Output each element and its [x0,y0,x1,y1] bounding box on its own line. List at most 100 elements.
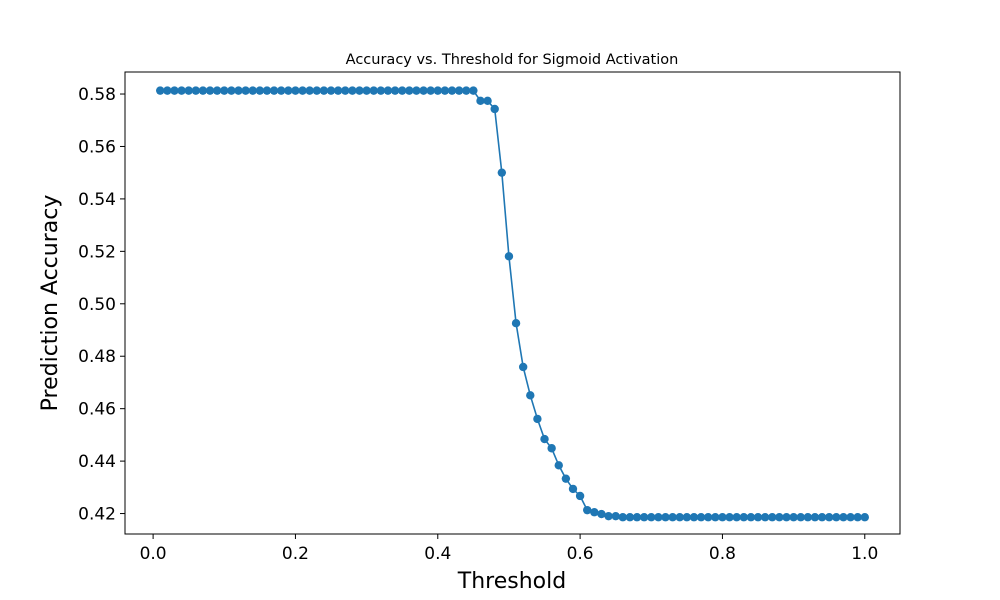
data-point [796,513,805,522]
data-point [163,86,172,95]
data-point [419,86,428,95]
y-tick-label: 0.56 [78,137,116,157]
data-point [170,86,179,95]
data-point [682,513,692,522]
x-tick-label: 0.8 [709,544,736,564]
y-tick-label: 0.48 [78,347,116,367]
y-axis-label: Prediction Accuracy [38,195,63,412]
data-point [156,86,165,95]
data-point [277,86,286,95]
plot-area [124,71,901,535]
x-tick-label: 0.0 [140,544,167,564]
data-point [675,513,684,522]
data-point [597,509,606,519]
data-point [405,86,414,95]
y-tick-label: 0.42 [78,505,116,525]
data-point [760,513,770,522]
data-point [604,511,613,521]
data-point [390,86,400,95]
data-point [469,86,478,95]
data-point [504,252,514,261]
data-point [440,86,450,95]
x-tick-label: 0.2 [282,544,309,564]
data-point [284,86,293,95]
data-point [376,86,386,95]
data-point [718,513,727,522]
data-point [341,86,350,95]
data-point [312,86,321,95]
y-tick-label: 0.58 [78,85,116,105]
data-point [483,96,492,106]
data-point [725,513,734,522]
data-point [490,104,499,114]
data-point [547,444,556,453]
x-tick-label: 0.4 [424,544,451,564]
data-point [248,86,257,95]
data-point [739,513,748,522]
data-point [768,513,777,522]
data-point [704,513,713,522]
data-point [753,513,763,522]
data-point [696,513,706,522]
data-point [810,513,820,522]
data-point [568,484,578,494]
data-point [462,86,471,95]
data-point [212,86,222,95]
data-point [832,513,841,522]
data-point [234,86,243,95]
data-point [789,513,798,522]
data-point [511,318,521,328]
data-point [583,505,592,515]
data-point [839,513,848,522]
axes-frame [124,71,901,535]
data-point [668,513,677,522]
x-tick-label: 1.0 [851,544,878,564]
data-point [454,86,464,95]
data-point [447,86,457,95]
data-point [803,513,813,522]
data-point [632,513,642,522]
data-point [383,86,393,95]
y-tick-label: 0.50 [78,295,116,315]
data-point [476,96,485,106]
data-point [305,86,314,95]
data-point [817,513,827,522]
data-point [654,513,663,522]
data-point [846,513,855,522]
data-point [255,86,265,95]
data-point [746,513,756,522]
x-tick-label: 0.6 [567,544,594,564]
chart-title: Accuracy vs. Threshold for Sigmoid Activ… [346,52,679,68]
data-point [689,513,699,522]
x-axis-label: Threshold [457,569,566,594]
data-point [220,86,229,95]
data-point [397,86,407,95]
data-point [298,86,307,95]
data-point [639,513,649,522]
data-point [497,168,507,177]
data-point [333,86,343,95]
x-axis: 0.0 0.2 0.4 0.6 0.8 1.0 [140,534,878,564]
data-point [561,474,571,483]
data-point [647,513,656,522]
data-point [853,513,862,522]
data-point [262,86,272,95]
data-point [518,362,528,372]
data-point [241,86,250,95]
y-tick-label: 0.44 [78,452,116,472]
data-point [362,86,371,95]
data-point [775,513,784,522]
data-point [611,511,620,521]
data-point [732,513,741,522]
data-point [618,513,628,522]
data-point [369,86,378,95]
y-tick-label: 0.52 [78,242,116,262]
y-tick-label: 0.54 [78,190,116,210]
y-tick-label: 0.46 [78,400,116,420]
data-point [526,391,535,400]
y-axis: 0.42 0.44 0.46 0.48 0.50 0.52 0.54 0.56 0.58 [78,85,125,525]
data-point [198,86,208,95]
data-point [319,86,329,95]
series-line [160,89,865,519]
